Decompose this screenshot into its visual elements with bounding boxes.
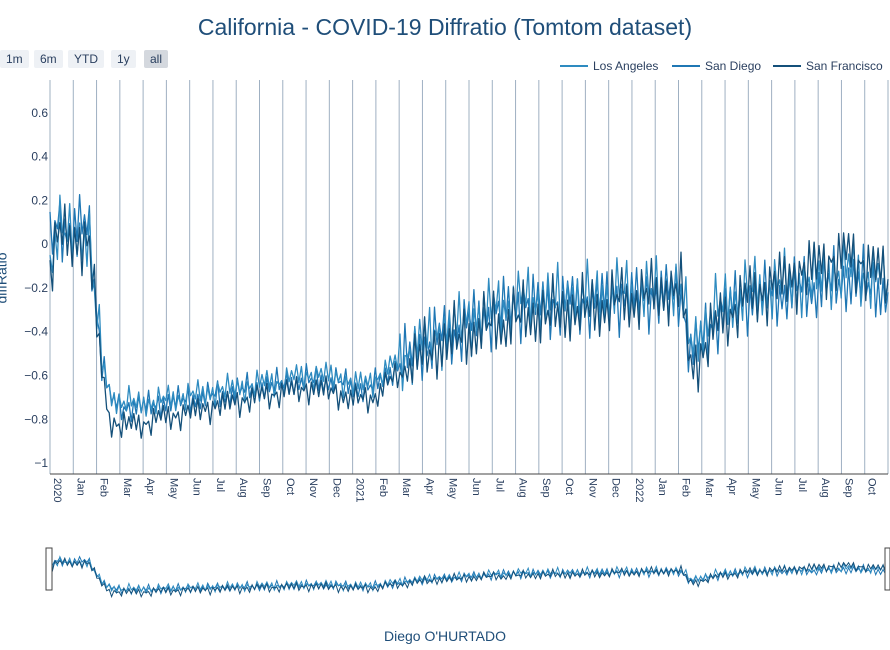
legend-swatch-san-francisco bbox=[773, 65, 801, 67]
x-tick-label: Jan bbox=[74, 478, 86, 496]
range-button-ytd[interactable]: YTD bbox=[68, 50, 104, 68]
x-tick-label: Sep bbox=[261, 478, 273, 498]
y-tick-label: −0.6 bbox=[24, 369, 48, 383]
x-tick-label: Jul bbox=[493, 478, 505, 492]
x-tick-label: Feb bbox=[98, 478, 110, 497]
x-tick-label: Nov bbox=[307, 478, 319, 498]
x-tick-label: May bbox=[447, 478, 459, 499]
x-tick-label: Jun bbox=[191, 478, 203, 496]
x-tick-label: Mar bbox=[400, 478, 412, 497]
x-tick-label: Dec bbox=[330, 478, 342, 498]
y-tick-label: −1 bbox=[34, 456, 48, 470]
chart-title: California - COVID-19 Diffratio (Tomtom … bbox=[197, 14, 693, 40]
series-layer bbox=[49, 193, 889, 439]
y-tick-label: −0.8 bbox=[24, 412, 48, 426]
grid-layer bbox=[49, 80, 889, 475]
x-tick-label: Jun bbox=[470, 478, 482, 496]
x-tick-label: Nov bbox=[586, 478, 598, 498]
range-button-1y[interactable]: 1y bbox=[111, 50, 136, 68]
x-tick-label: Apr bbox=[144, 478, 156, 495]
x-tick-label: Dec bbox=[610, 478, 622, 498]
x-tick-label: Mar bbox=[121, 478, 133, 497]
range-slider-handle-left[interactable] bbox=[45, 547, 53, 591]
x-tick-label: Oct bbox=[284, 478, 296, 495]
y-tick-label: 0.6 bbox=[31, 106, 48, 120]
x-tick-label: Feb bbox=[377, 478, 389, 497]
x-tick-label: Sep bbox=[842, 478, 854, 498]
range-slider bbox=[45, 538, 890, 600]
y-tick-layer: −1 −0.8 −0.6 −0.4 −0.2 0 0.2 0.4 0.6 bbox=[24, 106, 48, 470]
legend-item-los-angeles[interactable]: Los Angeles bbox=[560, 58, 658, 74]
range-button-6m[interactable]: 6m bbox=[34, 50, 63, 68]
x-tick-label: May bbox=[749, 478, 761, 499]
legend-label-los-angeles: Los Angeles bbox=[593, 59, 659, 73]
x-tick-label: Jul bbox=[796, 478, 808, 492]
y-tick-label: 0.4 bbox=[31, 150, 48, 164]
x-tick-label: Aug bbox=[819, 478, 831, 498]
x-tick-label: Oct bbox=[866, 478, 878, 495]
legend-swatch-los-angeles bbox=[560, 65, 588, 67]
x-tick-label: Sep bbox=[540, 478, 552, 498]
legend-label-san-diego: San Diego bbox=[705, 59, 762, 73]
legend-item-san-francisco[interactable]: San Francisco bbox=[773, 58, 883, 74]
x-tick-label: Aug bbox=[237, 478, 249, 498]
legend-swatch-san-diego bbox=[672, 65, 700, 67]
x-tick-label: 2020 bbox=[51, 478, 63, 502]
legend-item-san-diego[interactable]: San Diego bbox=[672, 58, 761, 74]
x-tick-label: Jun bbox=[773, 478, 785, 496]
series-line-san-francisco bbox=[49, 203, 889, 439]
range-slider-line bbox=[49, 555, 886, 595]
x-tick-label: Apr bbox=[726, 478, 738, 495]
range-button-all[interactable]: all bbox=[144, 50, 169, 68]
range-button-1m[interactable]: 1m bbox=[0, 50, 29, 68]
y-tick-label: 0 bbox=[41, 237, 48, 251]
x-tick-label: 2022 bbox=[633, 478, 645, 502]
y-tick-label: 0.2 bbox=[31, 193, 48, 207]
x-tick-label: Oct bbox=[563, 478, 575, 495]
x-tick-label: Apr bbox=[423, 478, 435, 495]
x-tick-label: Aug bbox=[517, 478, 529, 498]
legend-label-san-francisco: San Francisco bbox=[806, 59, 883, 73]
x-axis-title: Diego O'HURTADO bbox=[384, 628, 506, 644]
range-slider-line bbox=[49, 555, 886, 596]
x-tick-label: Feb bbox=[680, 478, 692, 497]
range-slider-handle-right[interactable] bbox=[884, 547, 890, 591]
y-tick-label: −0.2 bbox=[24, 281, 48, 295]
x-tick-label: 2021 bbox=[354, 478, 366, 502]
x-tick-label: Jan bbox=[656, 478, 668, 496]
x-tick-label: May bbox=[167, 478, 179, 499]
y-tick-label: −0.4 bbox=[24, 325, 48, 339]
x-tick-layer: 2020 Jan Feb Mar Apr May Jun Jul Aug Sep Oct Nov Dec… bbox=[51, 478, 890, 502]
range-slider-line bbox=[49, 556, 886, 599]
x-tick-label: Jul bbox=[214, 478, 226, 492]
x-tick-label: Mar bbox=[703, 478, 715, 497]
